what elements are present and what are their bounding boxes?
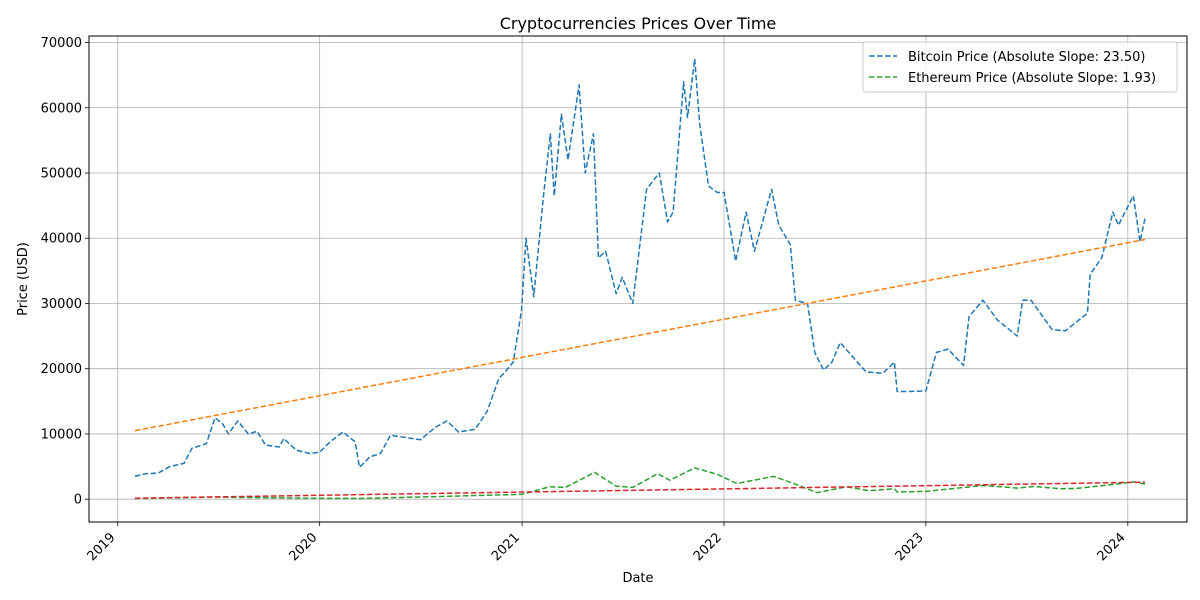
legend-label-bitcoin: Bitcoin Price (Absolute Slope: 23.50) xyxy=(908,50,1145,65)
legend: Bitcoin Price (Absolute Slope: 23.50) Et… xyxy=(862,41,1178,93)
chart-title: Cryptocurrencies Prices Over Time xyxy=(500,14,777,33)
x-tick-label: 2024 xyxy=(1095,530,1129,564)
y-tick-label: 70000 xyxy=(41,36,82,51)
bitcoin-trend-line xyxy=(134,238,1146,432)
ethereum-price-line xyxy=(134,467,1146,500)
y-tick-label: 0 xyxy=(74,493,82,508)
x-tick-label: 2022 xyxy=(691,530,725,564)
x-axis-label: Date xyxy=(622,571,653,586)
ethereum-trend-line xyxy=(134,481,1145,499)
series-lines xyxy=(134,58,1146,500)
legend-label-ethereum: Ethereum Price (Absolute Slope: 1.93) xyxy=(908,71,1156,86)
y-tick-label: 40000 xyxy=(41,232,82,247)
x-tick-label: 2019 xyxy=(85,530,119,564)
plot-frame xyxy=(88,35,1188,523)
x-tick-label: 2021 xyxy=(489,530,523,564)
y-tick-label: 10000 xyxy=(41,427,82,442)
grid xyxy=(89,36,1187,522)
x-tick-label: 2020 xyxy=(286,530,320,564)
y-tick-label: 50000 xyxy=(41,166,82,181)
bitcoin-price-line xyxy=(134,58,1146,478)
y-tick-label: 30000 xyxy=(41,297,82,312)
y-axis-label: Price (USD) xyxy=(16,242,31,316)
legend-box xyxy=(862,41,1178,93)
y-axis-ticks: 0 10000 20000 30000 40000 50000 60000 70000 xyxy=(41,36,89,508)
x-tick-label: 2023 xyxy=(893,530,927,564)
x-axis-ticks: 2019 2020 2021 2022 2023 2024 xyxy=(85,522,1129,564)
y-tick-label: 60000 xyxy=(41,101,82,116)
y-tick-label: 20000 xyxy=(41,362,82,377)
